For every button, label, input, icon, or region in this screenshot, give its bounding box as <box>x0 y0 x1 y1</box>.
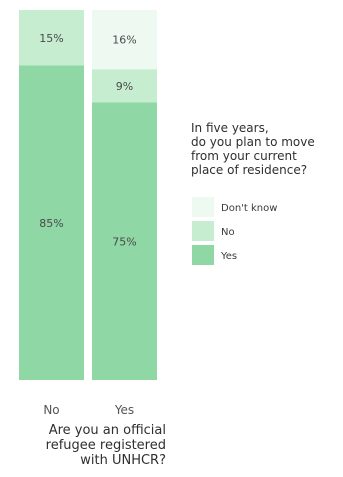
category-label: No <box>43 403 59 417</box>
bar-segment <box>92 102 157 380</box>
bar-segment <box>19 65 84 380</box>
bar-segment <box>92 10 157 70</box>
legend-title-line: do you plan to move <box>191 135 315 149</box>
category-labels-group: No Yes <box>43 403 134 417</box>
bar-segment <box>19 10 84 66</box>
data-label: 85% <box>39 217 63 230</box>
legend-items: Don't know No Yes <box>192 197 277 265</box>
legend-swatch <box>192 197 214 217</box>
data-label: 15% <box>39 32 63 45</box>
data-label: 9% <box>116 80 133 93</box>
data-label: 75% <box>112 235 136 248</box>
legend-title-line: place of residence? <box>191 163 307 177</box>
x-axis-title-line: refugee registered <box>46 438 166 453</box>
legend-label: No <box>221 227 235 238</box>
legend-swatch <box>192 221 214 241</box>
legend-swatch <box>192 245 214 265</box>
category-label: Yes <box>114 403 134 417</box>
data-label: 16% <box>112 34 136 47</box>
legend-label: Don't know <box>221 203 277 214</box>
x-axis-title-line: Are you an official <box>49 423 166 438</box>
legend-title-line: In five years, <box>191 121 269 135</box>
bar-segment <box>92 69 157 103</box>
legend-title-line: from your current <box>191 149 297 163</box>
x-axis-title-line: with UNHCR? <box>80 453 166 468</box>
segment-labels-group: 85% 15% 75% 9% 16% <box>39 32 136 249</box>
legend-label: Yes <box>220 251 237 262</box>
bars-group <box>19 10 157 380</box>
